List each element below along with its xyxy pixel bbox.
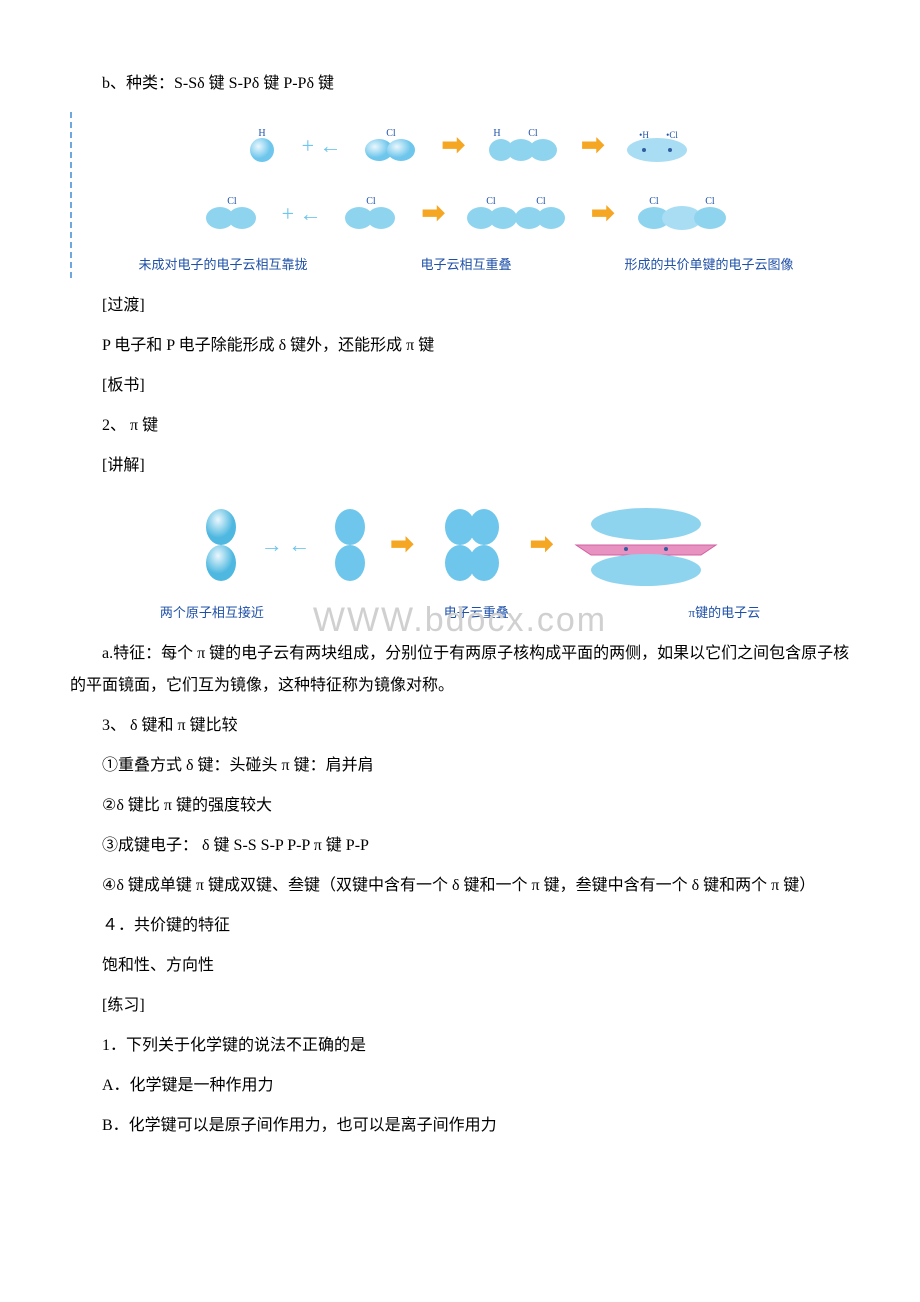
transition-label: [过渡]	[70, 290, 850, 322]
p-orbital-icon	[328, 505, 372, 585]
caption: 两个原子相互接近	[160, 600, 264, 626]
hcl-overlap-icon: H Cl	[483, 128, 563, 164]
svg-text:Cl: Cl	[486, 196, 496, 207]
fig1-captions: 未成对电子的电子云相互靠拢 电子云相互重叠 形成的共价单键的电子云图像	[82, 252, 850, 278]
caption: 未成对电子的电子云相互靠拢	[138, 252, 307, 278]
fig2-row: → ← ➡ ➡	[199, 500, 721, 590]
svg-text:Cl: Cl	[536, 196, 546, 207]
svg-text:Cl: Cl	[706, 196, 716, 207]
svg-text:•H: •H	[640, 130, 650, 140]
section-3-item: ④δ 键成单键 π 键成双键、叁键（双键中含有一个 δ 键和一个 π 键，叁键中…	[70, 870, 850, 902]
svg-text:H: H	[493, 128, 500, 139]
practice-label: [练习]	[70, 990, 850, 1022]
option-b: B．化学键可以是原子间作用力，也可以是离子间作用力	[70, 1110, 850, 1142]
svg-text:Cl: Cl	[367, 196, 377, 207]
approach-icon: → ←	[261, 523, 311, 567]
svg-text:Cl: Cl	[528, 128, 538, 139]
cl2-overlap-icon: Cl Cl	[463, 196, 573, 232]
plus-icon: + ←	[282, 192, 322, 236]
watermark: WWW.bdocx.com	[313, 586, 607, 654]
figure-pi-bond: → ← ➡ ➡ 两个原子相互接近 WWW.bdocx.com 电子云重叠 π键的…	[70, 494, 850, 626]
arrow-icon: ➡	[591, 186, 614, 242]
section-3-item: ①重叠方式 δ 键：头碰头 π 键：肩并肩	[70, 750, 850, 782]
pi-bond-icon	[571, 500, 721, 590]
cl2-bond-icon: Cl Cl	[632, 196, 732, 232]
arrow-icon: ➡	[390, 517, 413, 573]
svg-text:Cl: Cl	[227, 196, 237, 207]
section-3-item: ③成键电子： δ 键 S-S S-P P-P π 键 P-P	[70, 830, 850, 862]
p-overlap-icon	[432, 505, 512, 585]
section-3-item: ②δ 键比 π 键的强度较大	[70, 790, 850, 822]
arrow-icon: ➡	[441, 118, 464, 174]
transition-text: P 电子和 P 电子除能形成 δ 键外，还能形成 π 键	[70, 330, 850, 362]
plus-icon: + ←	[302, 124, 342, 168]
figure-sigma-bond: H + ← Cl ➡ H Cl ➡ •H •Cl	[70, 112, 850, 278]
board-label: [板书]	[70, 370, 850, 402]
board-text: 2、 π 键	[70, 410, 850, 442]
arrow-icon: ➡	[530, 517, 553, 573]
p-orbital-icon	[199, 505, 243, 585]
section-4-text: 饱和性、方向性	[70, 950, 850, 982]
section-3-title: 3、 δ 键和 π 键比较	[70, 710, 850, 742]
explain-label: [讲解]	[70, 450, 850, 482]
text-bond-types: b、种类：S-Sδ 键 S-Pδ 键 P-Pδ 键	[70, 68, 850, 100]
svg-text:•Cl: •Cl	[667, 130, 679, 140]
cl-atom-icon: Cl	[200, 196, 264, 232]
caption: π键的电子云	[689, 600, 761, 626]
option-a: A．化学键是一种作用力	[70, 1070, 850, 1102]
svg-text:H: H	[258, 128, 265, 139]
fig1-row1: H + ← Cl ➡ H Cl ➡ •H •Cl	[240, 118, 693, 174]
caption: 电子云相互重叠	[420, 252, 511, 278]
arrow-icon: ➡	[421, 186, 444, 242]
caption: 形成的共价单键的电子云图像	[624, 252, 793, 278]
cl-atom-icon: Cl	[339, 196, 403, 232]
arrow-icon: ➡	[581, 118, 604, 174]
svg-text:Cl: Cl	[650, 196, 660, 207]
cl-atom-icon: Cl	[359, 128, 423, 164]
fig1-row2: Cl + ← Cl ➡ Cl Cl ➡ Cl Cl	[200, 186, 733, 242]
fig2-captions: 两个原子相互接近 WWW.bdocx.com 电子云重叠 π键的电子云	[70, 600, 850, 626]
section-4-title: ４．共价键的特征	[70, 910, 850, 942]
question-1: 1．下列关于化学键的说法不正确的是	[70, 1030, 850, 1062]
svg-text:Cl: Cl	[387, 128, 397, 139]
h-atom-icon: H	[240, 128, 284, 164]
hcl-bond-icon: •H •Cl	[622, 128, 692, 164]
